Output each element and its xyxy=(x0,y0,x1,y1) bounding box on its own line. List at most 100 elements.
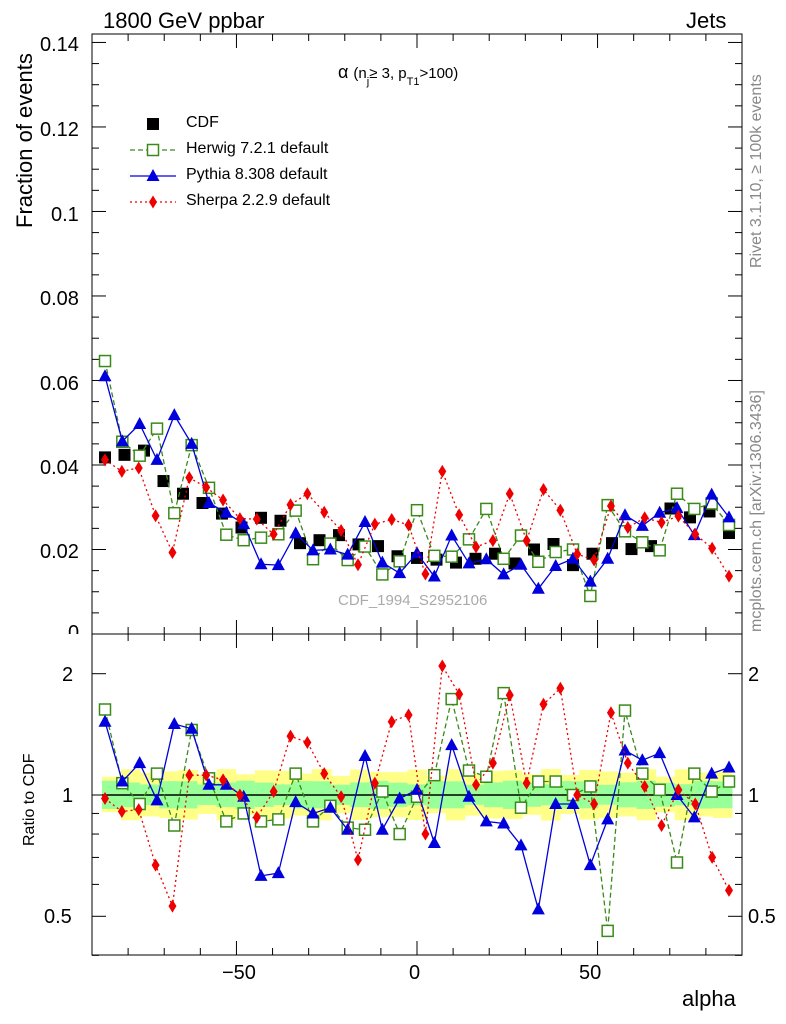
herwig-point xyxy=(168,506,181,520)
pythia-point xyxy=(98,369,112,382)
pythia-ratio-point xyxy=(583,858,597,871)
pythia-point xyxy=(549,558,563,571)
sherpa-point xyxy=(674,509,683,523)
legend-sherpa-marker xyxy=(149,195,157,209)
herwig-point xyxy=(393,555,406,568)
pythia-ratio-point xyxy=(254,868,268,881)
sherpa-point xyxy=(202,480,211,494)
herwig-ratio-point xyxy=(653,783,666,797)
pythia-ratio-point xyxy=(566,796,580,809)
pythia-point xyxy=(427,569,441,582)
herwig-ratio-point xyxy=(393,827,406,841)
herwig-ratio-point xyxy=(376,785,389,798)
sherpa-point xyxy=(691,527,700,541)
y-tick-label: 0.1 xyxy=(51,204,79,226)
sherpa-point xyxy=(606,499,615,513)
sherpa-ratio-point xyxy=(623,756,632,770)
sherpa-ratio-point xyxy=(370,776,379,790)
pythia-ratio-point xyxy=(497,816,511,829)
plot-title: α (nj≥ 3, pT1>100) xyxy=(338,62,458,88)
herwig-ratio-point xyxy=(549,775,562,788)
title-mid: ≥ 3, p xyxy=(369,65,407,82)
herwig-ratio-point xyxy=(237,807,250,820)
pythia-ratio-point xyxy=(410,782,424,795)
sherpa-point xyxy=(219,493,228,507)
sherpa-ratio-point xyxy=(151,858,160,872)
sherpa-ratio-point xyxy=(387,715,396,729)
pythia-ratio-point xyxy=(445,738,459,751)
pythia-point xyxy=(635,518,649,531)
sherpa-ratio-point xyxy=(219,773,228,787)
sherpa-ratio-point xyxy=(522,776,531,790)
sherpa-ratio-point xyxy=(556,681,565,695)
herwig-point xyxy=(428,549,441,563)
pythia-ratio-point xyxy=(133,756,147,769)
sherpa-ratio-point xyxy=(674,783,683,797)
sherpa-point xyxy=(303,487,312,501)
sherpa-ratio-point xyxy=(134,803,143,817)
pythia-point xyxy=(514,557,528,570)
sherpa-point xyxy=(623,521,632,535)
pythia-point xyxy=(167,408,181,421)
sherpa-ratio-point xyxy=(185,768,194,782)
legend-sherpa: Sherpa 2.2.9 default xyxy=(186,192,331,209)
x-tick-label: −50 xyxy=(222,962,256,984)
pythia-point xyxy=(462,556,476,569)
pythia-point xyxy=(670,501,684,514)
mcplots-label: mcplots.cern.ch [arXiv:1306.3436] xyxy=(748,390,765,632)
herwig-ratio-point xyxy=(514,801,528,814)
sherpa-point xyxy=(573,547,582,561)
title-paren: (n xyxy=(353,65,367,82)
sherpa-ratio-point xyxy=(606,706,615,720)
herwig-point xyxy=(653,544,666,557)
sherpa-point xyxy=(168,545,177,559)
herwig-point xyxy=(497,552,510,566)
sherpa-ratio-point xyxy=(590,797,599,811)
pythia-ratio-point xyxy=(687,810,701,823)
sherpa-ratio-point xyxy=(235,788,244,802)
pythia-point xyxy=(254,557,268,570)
sherpa-ratio-point xyxy=(539,697,548,711)
pythia-ratio-point xyxy=(427,836,441,849)
sherpa-ratio-point xyxy=(286,729,295,743)
sherpa-ratio-point xyxy=(640,779,649,793)
sherpa-ratio-point xyxy=(168,899,177,913)
pythia-ratio-point xyxy=(705,766,719,779)
pythia-point xyxy=(358,515,372,528)
pythia-ratio-point xyxy=(341,822,355,835)
sherpa-ratio-point xyxy=(252,810,261,824)
sherpa-point xyxy=(269,527,278,541)
sherpa-point xyxy=(640,511,649,525)
sherpa-point xyxy=(235,512,244,526)
pythia-ratio-point xyxy=(167,717,181,730)
y-tick-label: 0.06 xyxy=(40,373,79,395)
sherpa-point xyxy=(708,541,717,555)
sherpa-ratio-point xyxy=(691,797,700,811)
pythia-point xyxy=(410,546,424,559)
cdf-point xyxy=(118,448,131,461)
pythia-point xyxy=(289,526,303,539)
y-tick-label: 0.02 xyxy=(40,541,79,563)
herwig-ratio-point xyxy=(722,775,736,788)
y-tick-label: 0.14 xyxy=(40,34,79,56)
sherpa-point xyxy=(472,540,481,554)
herwig-ratio-point xyxy=(705,785,718,798)
herwig-ratio-point xyxy=(462,764,476,777)
pythia-point xyxy=(653,505,667,518)
pythia-point xyxy=(306,543,320,556)
cdf-point xyxy=(157,475,170,488)
pythia-ratio-point xyxy=(393,791,407,804)
sherpa-ratio-point xyxy=(101,792,109,806)
pythia-ratio-point xyxy=(375,822,389,835)
pythia-ratio-point xyxy=(323,800,337,813)
pythia-point xyxy=(618,508,632,521)
sherpa-point xyxy=(556,503,565,517)
legend-cdf-marker xyxy=(147,118,159,130)
sherpa-ratio-point xyxy=(404,708,413,722)
herwig-point xyxy=(532,555,545,568)
herwig-ratio-point xyxy=(636,767,649,780)
sherpa-point xyxy=(590,553,599,567)
herwig-point xyxy=(220,528,233,541)
herwig-point xyxy=(462,533,476,546)
pythia-ratio-point xyxy=(358,748,372,761)
